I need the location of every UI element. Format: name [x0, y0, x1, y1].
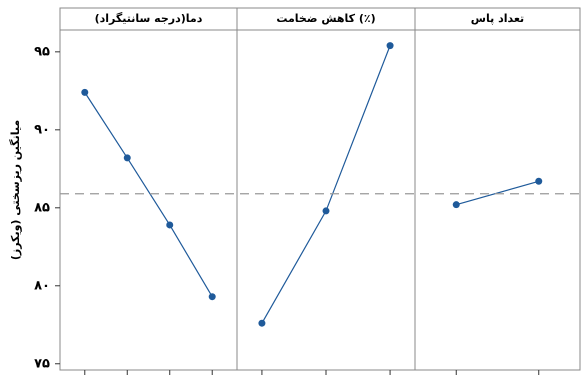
y-tick-label: ۷۵	[34, 356, 50, 371]
panel-title: دما(درجه سانتیگراد)	[95, 12, 203, 25]
line	[261, 45, 391, 324]
point	[535, 177, 543, 185]
point	[166, 221, 174, 229]
point	[452, 201, 460, 209]
y-tick-label: ۹۰	[34, 122, 50, 137]
panel-title: کاهش ضخامت (٪)	[276, 12, 375, 25]
y-tick-label: ۸۵	[34, 200, 50, 215]
y-tick-label: ۸۰	[34, 278, 50, 293]
point	[208, 293, 216, 301]
point	[123, 154, 131, 162]
plot-frame	[59, 7, 581, 371]
point	[386, 42, 394, 50]
line	[456, 180, 539, 206]
point	[81, 88, 89, 96]
y-tick-label: ۹۵	[34, 44, 50, 59]
point	[322, 207, 330, 215]
y-axis-label: میانگین ریزسختی (ویکرز)	[9, 120, 22, 260]
point	[258, 319, 266, 327]
line	[84, 92, 213, 298]
panel-title: تعداد پاس	[471, 12, 524, 25]
